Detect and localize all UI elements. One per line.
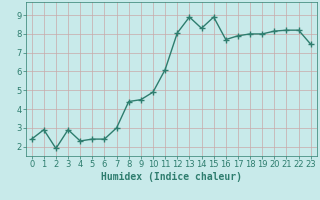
X-axis label: Humidex (Indice chaleur): Humidex (Indice chaleur) (101, 172, 242, 182)
